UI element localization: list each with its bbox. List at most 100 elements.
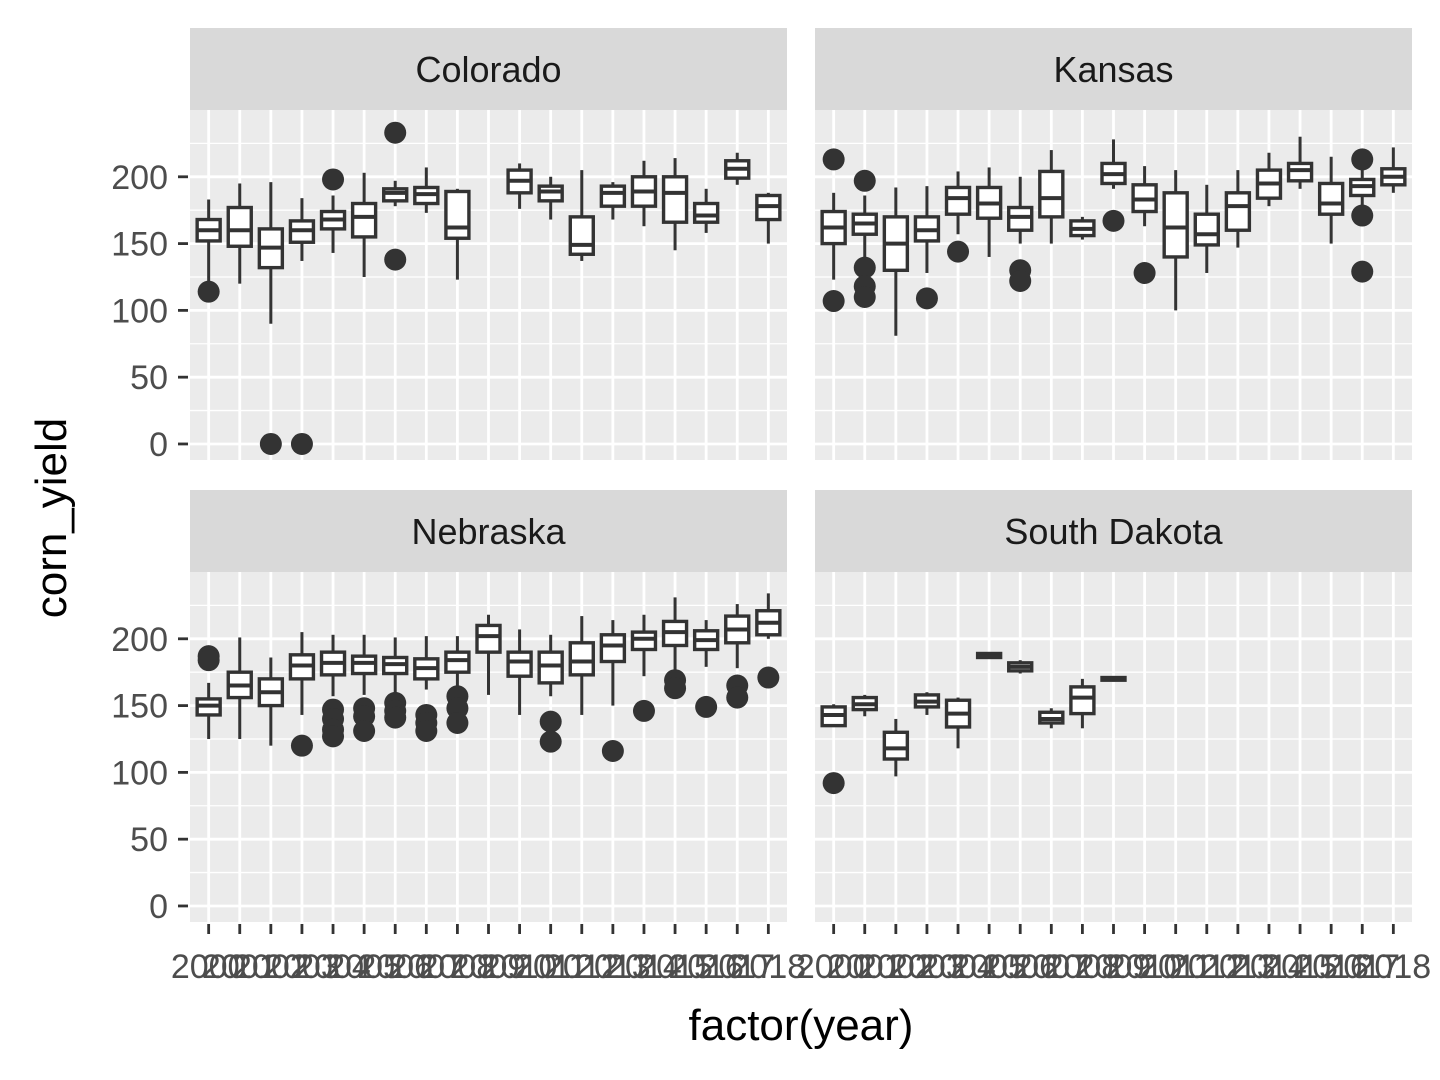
- outlier-point: [1351, 260, 1374, 283]
- box-2004: [319, 168, 347, 253]
- box-2008: [444, 188, 471, 280]
- y-tick-label: 100: [111, 754, 168, 792]
- outlier-point: [322, 168, 345, 191]
- box-2009: [1100, 139, 1127, 232]
- panels-layer: Colorado 0 50 100 150 200 Kansas Nebraska 0 50 100…: [111, 28, 1431, 986]
- x-tick-label: 2004: [920, 948, 996, 986]
- box-2000: [820, 704, 847, 795]
- box-2009: [1100, 675, 1127, 682]
- x-tick-label: 2010: [1107, 948, 1183, 986]
- box-body: [226, 205, 253, 248]
- box-2006: [382, 121, 409, 271]
- strip-label: Nebraska: [411, 511, 566, 552]
- box-2006: [1007, 176, 1034, 292]
- x-tick-label: 2001: [827, 948, 903, 986]
- x-tick-label: 2013: [1200, 948, 1276, 986]
- panel-south-dakota: South Dakota 2000200120022003200420052006…: [796, 490, 1431, 986]
- outlier-point: [853, 286, 876, 309]
- x-tick-label: 2000: [171, 948, 247, 986]
- box-body: [1069, 685, 1096, 716]
- box-2018: [755, 593, 782, 689]
- strip-label: Colorado: [415, 49, 561, 90]
- box-body: [475, 623, 502, 654]
- y-axis-title: corn_yield: [27, 418, 76, 619]
- x-tick-label: 2016: [668, 948, 744, 986]
- outlier-point: [601, 740, 624, 763]
- box-2005: [350, 634, 378, 742]
- outlier-point: [695, 695, 718, 718]
- box-2003: [288, 198, 316, 455]
- outlier-point: [726, 686, 749, 709]
- outlier-point: [197, 280, 220, 303]
- box-2004: [944, 697, 972, 749]
- box-2003: [913, 692, 941, 715]
- x-tick-label: 2012: [544, 948, 620, 986]
- y-tick-label: 200: [111, 159, 168, 197]
- box-body: [1224, 191, 1252, 232]
- y-tick-label: 50: [130, 359, 168, 397]
- box-2012: [568, 170, 595, 261]
- box-body: [1162, 191, 1189, 259]
- x-tick-label: 2018: [731, 948, 807, 986]
- box-2004: [944, 171, 972, 263]
- outlier-point: [384, 248, 407, 271]
- x-tick-label: 2015: [637, 948, 713, 986]
- box-body: [506, 650, 533, 678]
- box-2002: [882, 718, 910, 777]
- box-2000: [820, 148, 847, 313]
- box-body: [568, 215, 595, 256]
- box-2011: [537, 634, 564, 753]
- box-2007: [1038, 150, 1065, 244]
- outlier-point: [1133, 261, 1156, 284]
- x-tick-label: 2013: [575, 948, 651, 986]
- box-body: [882, 730, 910, 761]
- box-body: [568, 641, 595, 677]
- box-body: [1038, 169, 1065, 219]
- outlier-point: [1102, 209, 1125, 232]
- box-body: [599, 184, 627, 208]
- box-2000: [195, 199, 222, 303]
- box-2010: [506, 629, 533, 715]
- box-2005: [975, 651, 1003, 660]
- box-body: [692, 201, 720, 224]
- outlier-point: [322, 725, 345, 748]
- box-2016: [692, 620, 720, 718]
- x-tick-label: 2010: [482, 948, 558, 986]
- box-2004: [319, 634, 347, 748]
- strip-background: [190, 28, 787, 110]
- box-2006: [1007, 660, 1034, 674]
- box-2014: [630, 614, 658, 722]
- outlier-point: [1009, 269, 1032, 292]
- outlier-point: [1351, 204, 1374, 227]
- box-body: [537, 184, 564, 203]
- box-2015: [661, 597, 689, 700]
- box-2014: [1255, 152, 1283, 207]
- box-2001: [226, 183, 253, 284]
- box-body: [1317, 181, 1345, 216]
- strip-background: [190, 490, 787, 572]
- outlier-point: [947, 240, 970, 263]
- box-2007: [413, 636, 440, 742]
- strip-background: [815, 28, 1412, 110]
- x-tick-label: 2000: [796, 948, 872, 986]
- box-2010: [506, 163, 533, 209]
- outlier-point: [197, 649, 220, 672]
- x-tick-label: 2003: [889, 948, 965, 986]
- x-tick-label: 2001: [202, 948, 278, 986]
- box-2018: [755, 192, 782, 244]
- outlier-point: [664, 677, 687, 700]
- box-2002: [257, 182, 285, 455]
- box-2008: [1069, 678, 1096, 729]
- panel-kansas: Kansas: [815, 28, 1412, 460]
- x-tick-label: 2009: [451, 948, 527, 986]
- box-body: [1193, 212, 1220, 247]
- box-2017: [1349, 148, 1376, 283]
- box-2003: [288, 632, 316, 757]
- box-2017: [724, 152, 751, 185]
- x-tick-label: 2009: [1076, 948, 1152, 986]
- box-2011: [537, 176, 564, 220]
- outlier-point: [822, 772, 845, 795]
- box-2017: [724, 604, 751, 709]
- outlier-point: [539, 710, 562, 733]
